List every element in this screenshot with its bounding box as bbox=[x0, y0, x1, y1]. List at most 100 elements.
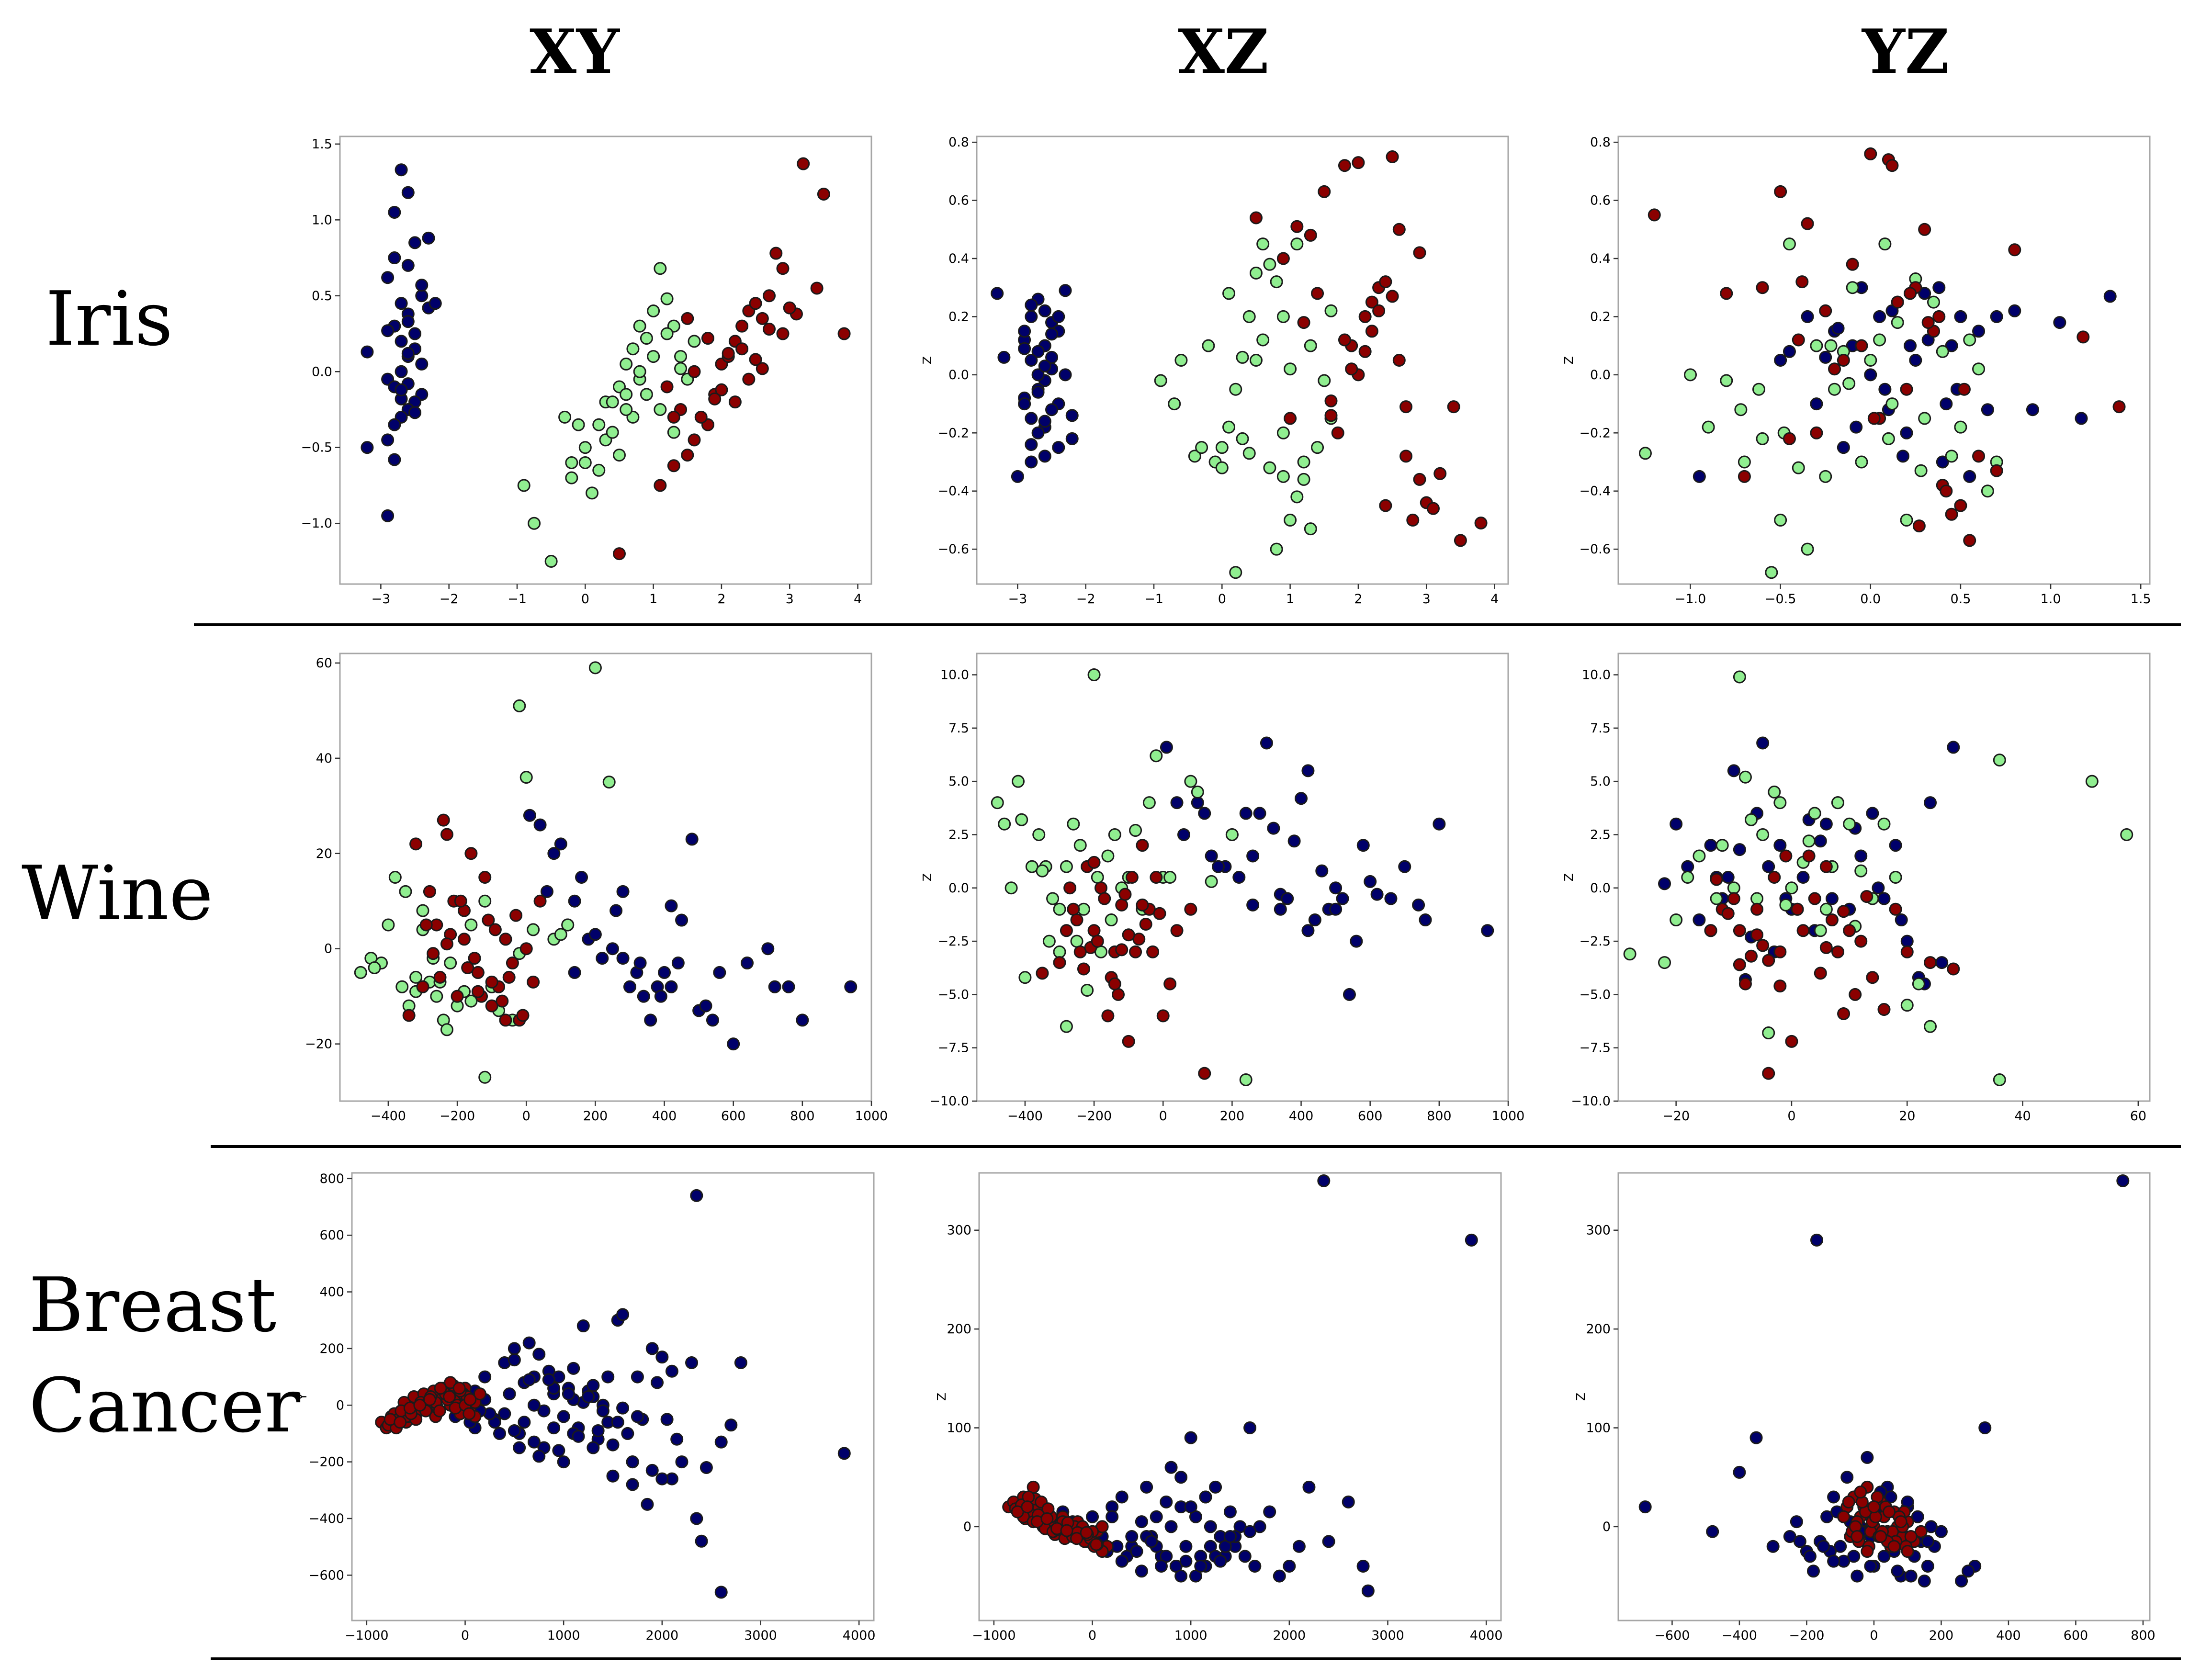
data-point bbox=[1125, 871, 1139, 884]
data-point bbox=[1873, 333, 1886, 347]
data-point bbox=[631, 1370, 644, 1384]
x-tick-label: −200 bbox=[1789, 1628, 1824, 1643]
data-point bbox=[735, 342, 749, 356]
y-axis-label: Y bbox=[295, 1393, 309, 1401]
data-point bbox=[1684, 368, 1697, 382]
data-point bbox=[402, 1009, 416, 1022]
data-point bbox=[1765, 566, 1778, 579]
data-point bbox=[1295, 792, 1308, 805]
data-point bbox=[395, 335, 408, 348]
data-point bbox=[1042, 934, 1056, 948]
data-point bbox=[1681, 860, 1694, 873]
data-point bbox=[1715, 839, 1729, 852]
y-tick-label: 0.2 bbox=[1590, 309, 1611, 324]
data-point bbox=[1304, 339, 1317, 352]
plot-frame bbox=[339, 653, 872, 1102]
data-point bbox=[1706, 1525, 1719, 1538]
data-point bbox=[409, 837, 423, 851]
data-point bbox=[1248, 1559, 1262, 1573]
data-point bbox=[1031, 368, 1045, 382]
x-tick-label: −600 bbox=[1654, 1628, 1690, 1643]
data-point bbox=[670, 1432, 684, 1446]
data-point bbox=[532, 1348, 546, 1361]
data-point bbox=[1086, 1510, 1099, 1523]
data-point bbox=[498, 1407, 511, 1420]
data-point bbox=[685, 1356, 699, 1369]
data-point bbox=[440, 937, 453, 951]
data-point bbox=[837, 1447, 851, 1460]
data-point bbox=[416, 980, 429, 993]
data-point bbox=[1065, 432, 1079, 445]
data-point bbox=[1067, 817, 1080, 831]
data-point bbox=[1184, 1431, 1197, 1444]
data-point bbox=[557, 1455, 570, 1469]
panel-iris-yz: −1.0 −0.5 0.0 0.5 1.0 1.5 −0.6 −0.4 −0.2 0.0 0.2 0.… bbox=[1562, 135, 2151, 607]
data-point bbox=[399, 885, 412, 898]
data-point bbox=[606, 395, 619, 409]
data-point bbox=[997, 350, 1011, 364]
data-point bbox=[1412, 898, 1425, 912]
series-class-1 bbox=[1623, 670, 2133, 1086]
data-point bbox=[1932, 310, 1946, 323]
data-point bbox=[519, 771, 533, 784]
x-tick-label: 1000 bbox=[855, 1109, 888, 1124]
x-tick-label: 800 bbox=[2131, 1628, 2156, 1643]
data-point bbox=[606, 426, 619, 439]
data-point bbox=[1878, 383, 1892, 396]
data-point bbox=[1720, 287, 1733, 300]
data-point bbox=[568, 894, 581, 908]
data-point bbox=[1785, 881, 1798, 895]
data-point bbox=[1317, 1174, 1331, 1188]
data-point bbox=[1370, 888, 1384, 901]
x-tick-label: 0 bbox=[1088, 1628, 1096, 1643]
data-point bbox=[444, 957, 457, 970]
y-axis-label: Z bbox=[935, 1393, 948, 1401]
data-point bbox=[1392, 223, 1406, 236]
data-point bbox=[440, 1023, 453, 1036]
data-point bbox=[1773, 979, 1787, 993]
data-point bbox=[388, 205, 401, 219]
data-point bbox=[633, 319, 646, 333]
data-point bbox=[1801, 542, 1814, 556]
x-tick-label: 800 bbox=[1427, 1109, 1452, 1124]
data-point bbox=[1824, 339, 1838, 352]
data-point bbox=[1935, 956, 1949, 969]
data-point bbox=[1150, 1510, 1163, 1523]
data-point bbox=[1936, 345, 1949, 358]
data-point bbox=[1904, 1530, 1918, 1543]
data-point bbox=[1756, 432, 1769, 445]
data-point bbox=[1336, 892, 1349, 905]
data-point bbox=[1406, 513, 1420, 527]
data-point bbox=[1018, 397, 1031, 411]
x-tick-label: 0 bbox=[1787, 1109, 1795, 1124]
data-point bbox=[416, 904, 429, 917]
data-point bbox=[1290, 237, 1304, 251]
data-point bbox=[513, 699, 526, 712]
data-point bbox=[742, 372, 756, 386]
y-tick-label: 0 bbox=[324, 942, 332, 957]
data-point bbox=[1900, 934, 1914, 948]
data-point bbox=[1900, 513, 1913, 527]
data-point bbox=[1091, 871, 1104, 884]
series-class-1 bbox=[517, 262, 701, 568]
data-point bbox=[626, 1478, 639, 1491]
data-point bbox=[409, 970, 423, 984]
data-point bbox=[576, 1319, 590, 1333]
data-point bbox=[1199, 1490, 1212, 1504]
data-point bbox=[768, 980, 781, 993]
data-point bbox=[1135, 1565, 1148, 1578]
y-axis-label: Z bbox=[1562, 356, 1576, 364]
data-point bbox=[626, 342, 640, 356]
y-tick-label: −2.5 bbox=[937, 934, 969, 949]
data-point bbox=[1851, 1530, 1864, 1543]
data-point bbox=[1924, 956, 1937, 969]
data-point bbox=[1365, 325, 1378, 338]
data-point bbox=[1806, 1565, 1820, 1578]
data-point bbox=[1896, 450, 1910, 463]
data-point bbox=[1940, 484, 1953, 498]
data-point bbox=[640, 332, 653, 345]
data-point bbox=[519, 942, 533, 956]
x-tick-label: 0 bbox=[581, 592, 589, 607]
data-point bbox=[1106, 1510, 1119, 1523]
